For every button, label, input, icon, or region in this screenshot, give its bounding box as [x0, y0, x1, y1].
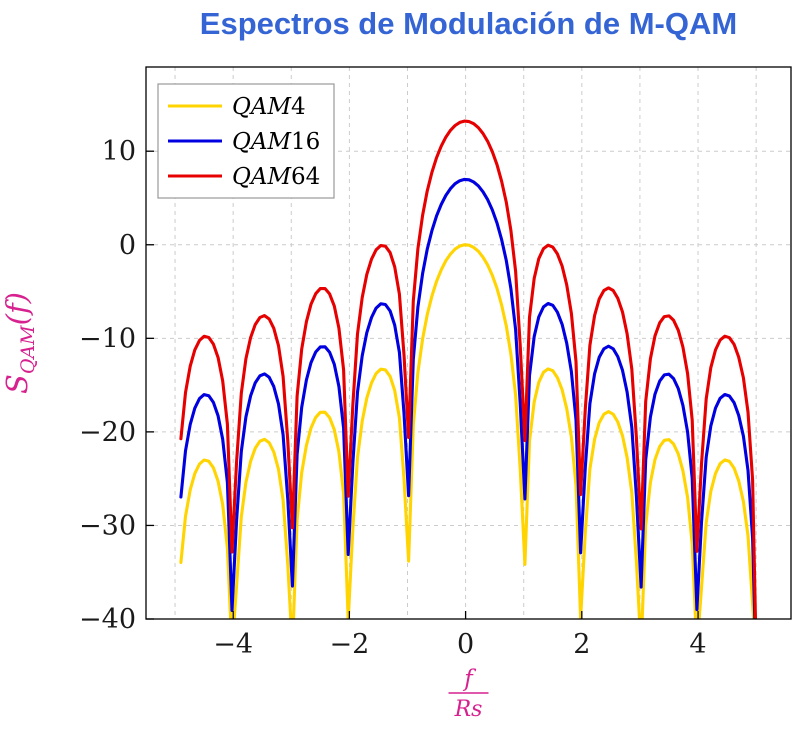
svg-text:Rs: Rs: [454, 697, 483, 722]
plot-border: [145, 66, 792, 620]
svg-text:f: f: [462, 666, 476, 692]
x-tick-label: −2: [329, 629, 369, 660]
y-axis-label: SQAM(f): [0, 292, 39, 394]
x-tick-label: 4: [689, 629, 706, 660]
x-tick-label: −4: [213, 629, 253, 660]
y-tick-label: −10: [79, 323, 136, 354]
legend-label: QAM16: [232, 129, 320, 155]
legend-label: QAM64: [232, 164, 320, 190]
y-tick-label: −40: [79, 604, 136, 635]
plot-series-group: [179, 119, 758, 619]
y-tick-label: −20: [79, 417, 136, 448]
y-tick-label: 10: [102, 136, 136, 167]
series-curve-qam4: [179, 243, 756, 619]
x-axis-label: f Rs: [448, 666, 489, 722]
x-tick-label: 0: [457, 629, 474, 660]
series-curve-qam16: [179, 177, 757, 619]
legend-label: QAM4: [232, 94, 306, 120]
svg-text:SQAM(f): SQAM(f): [0, 292, 39, 394]
x-tick-label: 2: [573, 629, 590, 660]
chart-title: Espectros de Modulación de M-QAM: [199, 6, 738, 41]
series-curve-qam64: [179, 119, 758, 619]
y-tick-label: 0: [119, 230, 136, 261]
y-tick-label: −30: [79, 510, 136, 541]
